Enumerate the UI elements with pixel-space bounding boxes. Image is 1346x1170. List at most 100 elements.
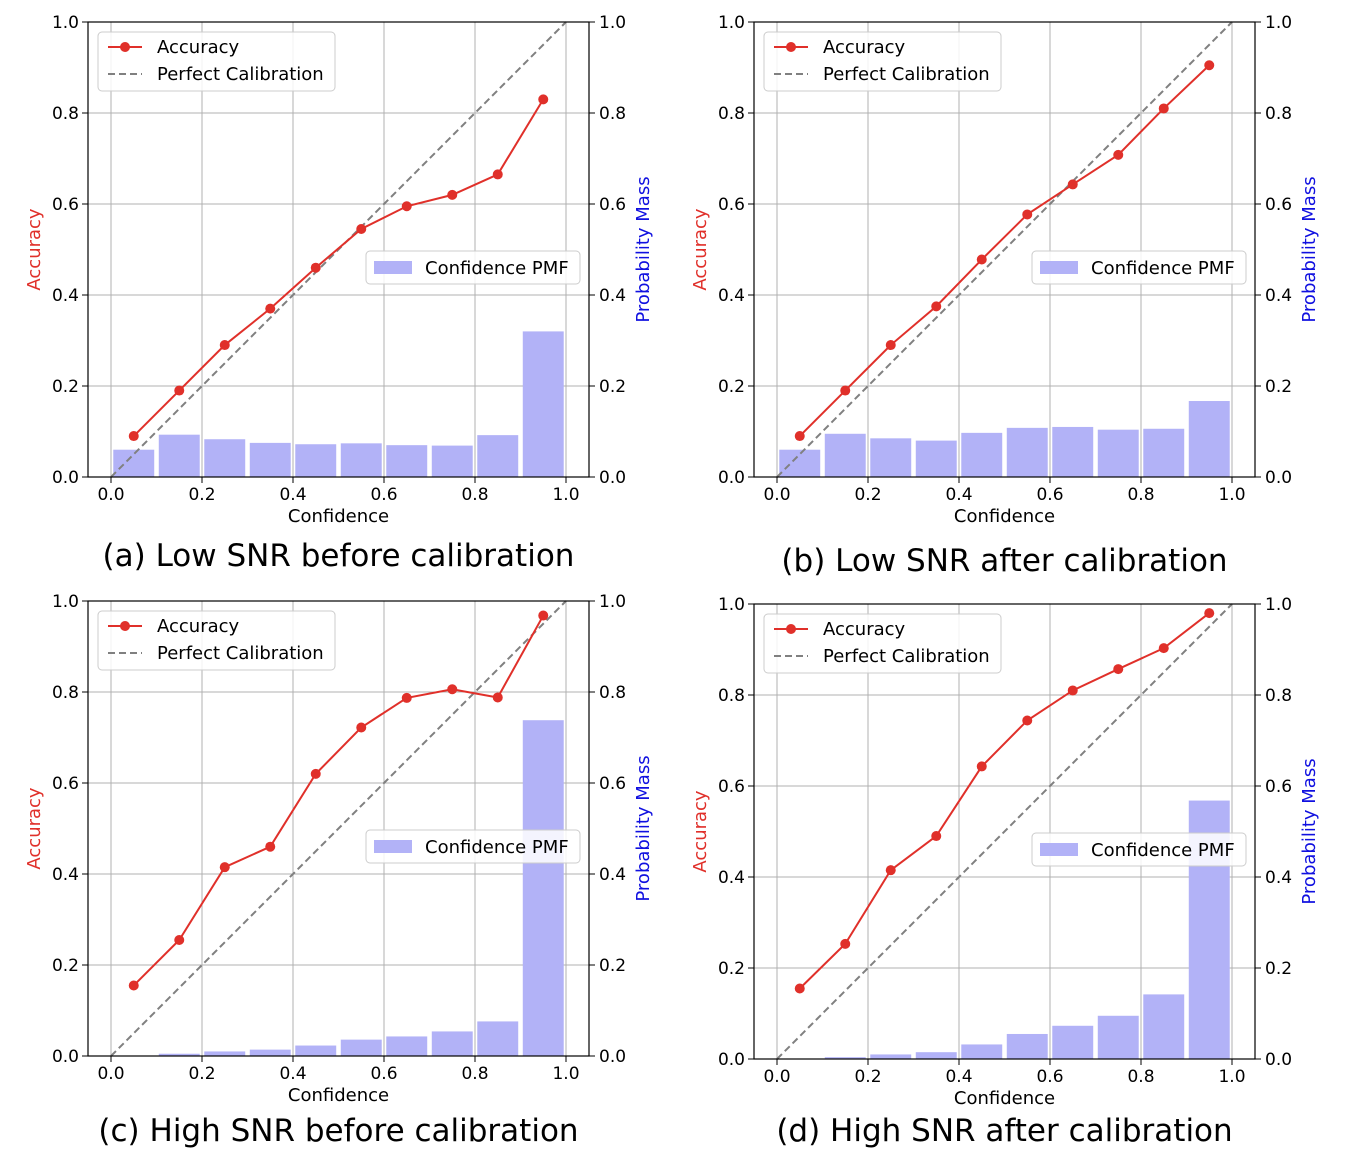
perfect-calibration-line (776, 21, 1233, 478)
plot-frame (753, 21, 1256, 478)
pmf-bar (158, 1053, 200, 1056)
panel-caption: (b) Low SNR after calibration (781, 543, 1227, 579)
y-tick-label: 0.2 (52, 377, 79, 397)
accuracy-point (1113, 664, 1124, 675)
legend-bars: Confidence PMF (1031, 832, 1247, 867)
legend-box (97, 31, 336, 92)
y-axis-label: Accuracy (24, 208, 45, 291)
accuracy-point (840, 938, 851, 949)
pmf-bar (295, 1045, 337, 1056)
x-tick-label: 0.8 (1127, 485, 1154, 505)
y-tick-label: 0.6 (52, 195, 79, 215)
accuracy-point (265, 841, 276, 852)
legend-pmf-swatch (1040, 843, 1078, 856)
y-tick-label: 0.0 (52, 468, 79, 488)
y2-tick-label: 0.8 (1265, 104, 1292, 124)
pmf-bar (1188, 401, 1230, 477)
accuracy-point (976, 254, 987, 265)
perfect-calibration-line (776, 603, 1233, 1060)
legend-pmf-label: Confidence PMF (1091, 840, 1235, 861)
pmf-bar (1143, 994, 1185, 1059)
legend-lines: Accuracy Perfect Calibration (97, 610, 336, 671)
pmf-bar (477, 435, 519, 477)
accuracy-point (1158, 103, 1169, 114)
pmf-bar (522, 720, 564, 1056)
pmf-bar (1052, 426, 1094, 477)
pmf-bar (249, 442, 291, 477)
accuracy-point (931, 831, 942, 842)
y2-tick-label: 0.4 (1265, 868, 1292, 888)
y-tick-label: 0.0 (52, 1047, 79, 1067)
accuracy-point (885, 865, 896, 876)
y2-tick-label: 0.4 (599, 865, 626, 885)
accuracy-point (128, 980, 139, 991)
y2-tick-label: 0.0 (1265, 468, 1292, 488)
y-tick-label: 1.0 (52, 592, 79, 612)
legend-box (763, 613, 1002, 674)
y2-tick-label: 0.6 (1265, 195, 1292, 215)
y-tick-label: 0.6 (718, 777, 745, 797)
accuracy-point (265, 303, 276, 314)
x-tick-label: 0.2 (188, 1064, 215, 1084)
y2-tick-label: 0.8 (599, 683, 626, 703)
chart-panel-a: 0.0 0.0 0.0 0.2 0.2 0.2 0.4 0.4 0.4 0.6 0.6 0.6 0.8 0… (24, 13, 654, 574)
y-tick-label: 0.8 (718, 104, 745, 124)
legend-pmf-swatch (374, 261, 412, 274)
legend-pmf-label: Confidence PMF (425, 837, 569, 858)
y2-tick-label: 1.0 (599, 13, 626, 33)
legend-pmf-swatch (1040, 261, 1078, 274)
legend-accuracy-marker (786, 42, 796, 52)
y-tick-label: 1.0 (718, 13, 745, 33)
legend-accuracy-label: Accuracy (157, 616, 240, 637)
y2-tick-label: 0.6 (599, 195, 626, 215)
legend-box (1031, 832, 1247, 867)
pmf-bars (113, 331, 564, 477)
legend-lines: Accuracy Perfect Calibration (97, 31, 336, 92)
y-tick-label: 0.6 (52, 774, 79, 794)
legend-accuracy-label: Accuracy (823, 619, 906, 640)
pmf-bar (824, 1057, 866, 1059)
pmf-bar (915, 440, 957, 477)
accuracy-line (133, 615, 545, 987)
pmf-bar (870, 438, 912, 477)
x-axis-label: Confidence (954, 506, 1055, 527)
y-tick-label: 0.8 (52, 104, 79, 124)
legend-pmf-label: Confidence PMF (1091, 258, 1235, 279)
y2-tick-label: 0.4 (599, 286, 626, 306)
y2-tick-label: 0.2 (1265, 377, 1292, 397)
y-tick-label: 0.8 (718, 686, 745, 706)
chart-panel-b: 0.0 0.0 0.0 0.2 0.2 0.2 0.4 0.4 0.4 0.6 0.6 0.6 0.8 0… (690, 13, 1320, 579)
x-tick-label: 1.0 (552, 1064, 579, 1084)
accuracy-point (976, 761, 987, 772)
accuracy-point (1113, 149, 1124, 160)
pmf-bar (779, 449, 821, 477)
pmf-bar (477, 1021, 519, 1056)
pmf-bar (824, 433, 866, 477)
accuracy-point (1067, 685, 1078, 696)
legend-accuracy-marker (120, 621, 130, 631)
x-tick-label: 0.0 (763, 485, 790, 505)
y2-axis-label: Probability Mass (633, 176, 654, 322)
pmf-bar (431, 1031, 473, 1056)
legend-bars: Confidence PMF (1031, 250, 1247, 285)
pmf-bar (915, 1052, 957, 1059)
y2-axis-label: Probability Mass (1299, 176, 1320, 322)
pmf-bar (340, 1039, 382, 1056)
chart-panel-d: 0.0 0.0 0.0 0.2 0.2 0.2 0.4 0.4 0.4 0.6 0.6 0.6 0.8 0… (690, 595, 1320, 1149)
x-tick-label: 0.8 (461, 485, 488, 505)
y2-tick-label: 0.6 (599, 774, 626, 794)
x-tick-label: 1.0 (1218, 1067, 1245, 1087)
x-tick-label: 0.6 (370, 1064, 397, 1084)
x-tick-label: 0.0 (97, 1064, 124, 1084)
y2-tick-label: 0.4 (1265, 286, 1292, 306)
pmf-bar (340, 443, 382, 477)
y-tick-label: 0.2 (52, 956, 79, 976)
y2-tick-label: 0.0 (599, 468, 626, 488)
accuracy-point (1067, 179, 1078, 190)
accuracy-point (1158, 643, 1169, 654)
legend-lines: Accuracy Perfect Calibration (763, 613, 1002, 674)
y2-tick-label: 0.8 (599, 104, 626, 124)
x-tick-label: 0.6 (1036, 1067, 1063, 1087)
x-tick-label: 0.0 (763, 1067, 790, 1087)
x-tick-label: 1.0 (1218, 485, 1245, 505)
